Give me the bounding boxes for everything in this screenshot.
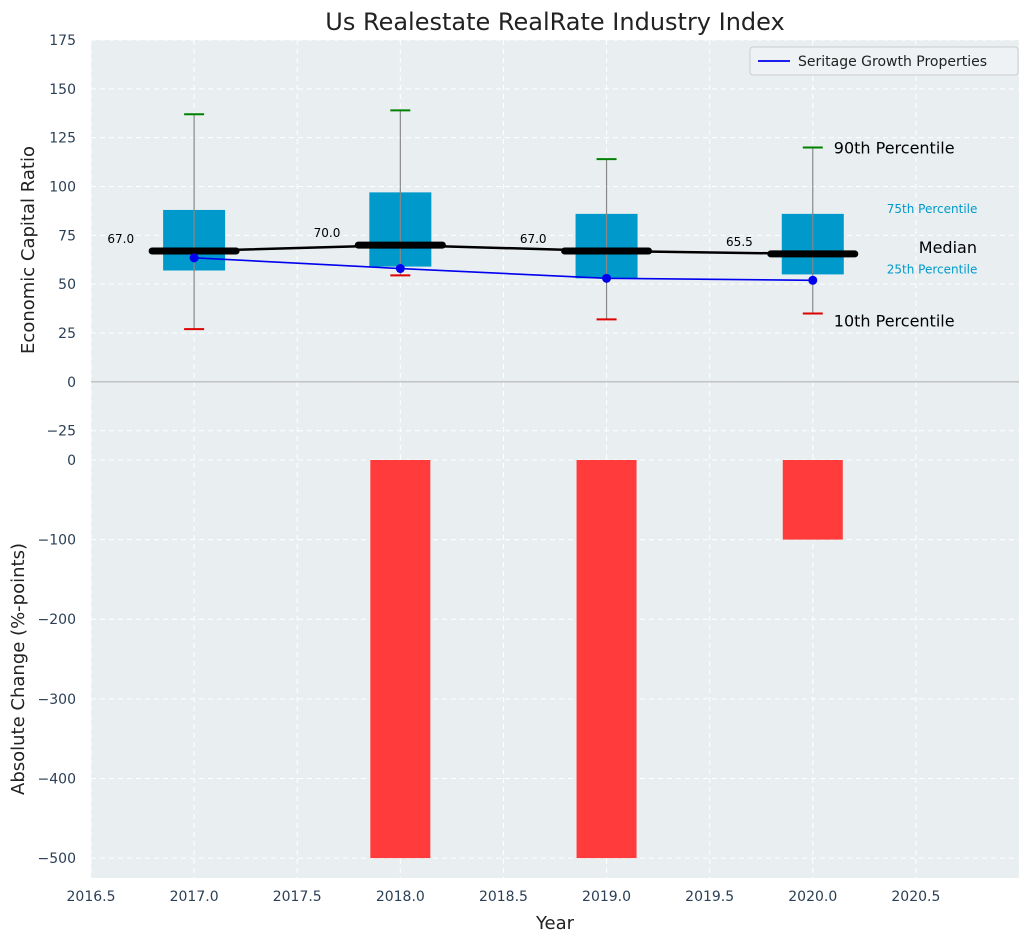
x-axis-label: Year xyxy=(535,913,575,934)
x-tick-label: 2018.0 xyxy=(376,889,425,905)
x-tick-label: 2019.0 xyxy=(582,889,631,905)
top-y-tick-label: 0 xyxy=(67,375,76,391)
top-y-tick-label: 100 xyxy=(49,180,76,196)
change-bar xyxy=(782,460,843,540)
median-value-label: 67.0 xyxy=(520,232,547,246)
series-line xyxy=(194,257,813,282)
top-y-tick-label: 25 xyxy=(58,326,76,342)
series-point xyxy=(602,273,612,283)
change-bar xyxy=(576,460,637,859)
bottom-plot-area xyxy=(91,460,1019,878)
bottom-y-tick-label: −300 xyxy=(38,692,76,708)
x-tick-label: 2020.5 xyxy=(891,889,940,905)
p10-annotation: 10th Percentile xyxy=(834,311,955,330)
top-y-tick-label: 150 xyxy=(49,82,76,98)
top-y-tick-label: 125 xyxy=(49,131,76,147)
x-tick-label: 2019.5 xyxy=(685,889,734,905)
series-point xyxy=(808,275,818,285)
p25-annotation: 25th Percentile xyxy=(887,262,978,276)
median-value-label: 67.0 xyxy=(107,232,134,246)
median-value-label: 65.5 xyxy=(726,235,753,249)
bottom-y-tick-label: −500 xyxy=(38,851,76,867)
bottom-y-tick-label: −200 xyxy=(38,612,76,628)
p90-annotation: 90th Percentile xyxy=(834,138,955,157)
bottom-y-tick-label: 0 xyxy=(67,453,76,469)
x-tick-label: 2017.0 xyxy=(170,889,219,905)
legend-label: Seritage Growth Properties xyxy=(798,54,987,70)
p75-annotation: 75th Percentile xyxy=(887,202,978,216)
series-point xyxy=(395,264,405,274)
legend-box xyxy=(749,46,1019,76)
bottom-y-tick-label: −400 xyxy=(38,771,76,787)
chart-title: Us Realestate RealRate Industry Index xyxy=(325,8,784,36)
series-point xyxy=(189,253,199,263)
top-y-tick-label: −25 xyxy=(46,424,76,440)
median-annotation: Median xyxy=(919,238,977,257)
x-tick-label: 2020.0 xyxy=(788,889,837,905)
median-value-label: 70.0 xyxy=(314,226,341,240)
x-tick-label: 2018.5 xyxy=(479,889,528,905)
top-y-tick-label: 175 xyxy=(49,33,76,49)
median-line xyxy=(194,243,813,256)
bottom-y-axis-label: Absolute Change (%-points) xyxy=(8,543,29,795)
bottom-y-tick-label: −100 xyxy=(38,533,76,549)
change-bar xyxy=(370,460,431,859)
top-y-tick-label: 75 xyxy=(58,228,76,244)
top-y-tick-label: 50 xyxy=(58,277,76,293)
x-tick-label: 2016.5 xyxy=(67,889,116,905)
top-y-axis-label: Economic Capital Ratio xyxy=(18,146,39,354)
x-tick-label: 2017.5 xyxy=(273,889,322,905)
